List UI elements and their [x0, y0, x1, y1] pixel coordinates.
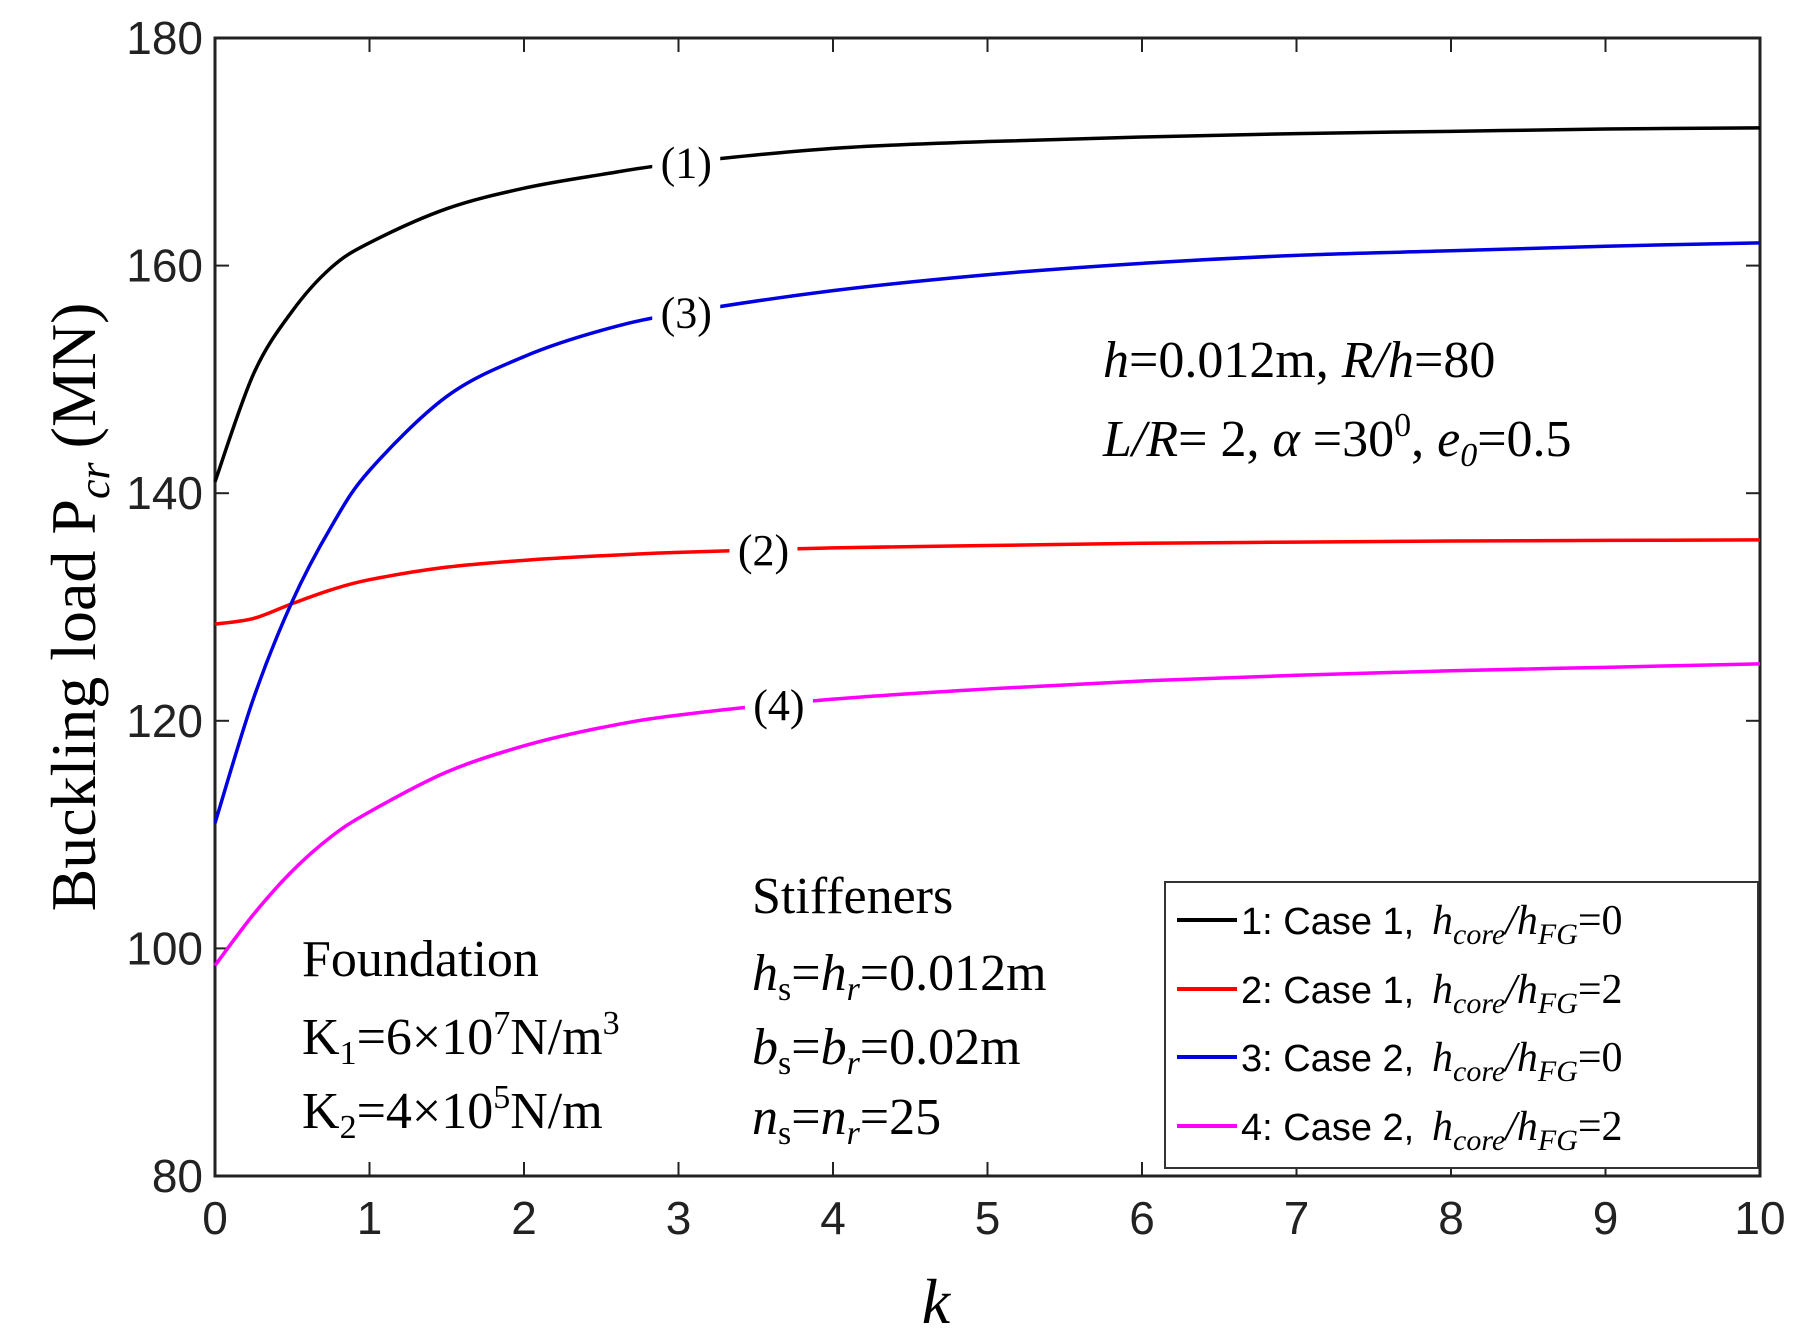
x-tick-label: 0 — [202, 1192, 228, 1244]
legend-ratio-3: hcore/hFG=0 — [1432, 1035, 1623, 1088]
series-line-1 — [213, 126, 1761, 483]
legend-ratio-4: hcore/hFG=2 — [1432, 1104, 1623, 1157]
y-tick-label: 80 — [152, 1150, 203, 1202]
foundation-k1: K1=6×107N/m3 — [302, 1005, 620, 1072]
y-tick-label: 120 — [126, 695, 203, 747]
legend-box — [1164, 881, 1759, 1169]
series-marker-bg-4 — [744, 678, 813, 725]
series-marker-3: (3) — [661, 288, 712, 337]
series-marker-bg-2 — [729, 523, 798, 570]
y-tick-label: 180 — [126, 12, 203, 64]
x-tick-label: 8 — [1438, 1192, 1464, 1244]
series-marker-2: (2) — [738, 526, 789, 575]
stiffeners-b: bs=br=0.02m — [752, 1019, 1021, 1082]
series-markers: (1) (2) (3) (4) — [652, 136, 813, 730]
foundation-k2: K2=4×105N/m — [302, 1079, 603, 1146]
tick-labels: 0 1 2 3 4 5 6 7 8 9 10 80 100 120 140 160 180 — [126, 12, 1785, 1244]
stiffeners-n: ns=nr=25 — [752, 1089, 941, 1152]
x-axis-label: k — [922, 1266, 952, 1337]
legend: 1: Case 1, hcore/hFG=0 2: Case 1, hcore/hFG… — [1164, 881, 1759, 1169]
series-marker-4: (4) — [753, 681, 804, 730]
y-axis-label: Buckling load Pcr(MN) — [38, 303, 119, 912]
y-tick-label: 140 — [126, 467, 203, 519]
x-tick-label: 3 — [666, 1192, 692, 1244]
params-line-1: h=0.012m, R/h=80 — [1103, 332, 1495, 389]
x-tick-label: 4 — [820, 1192, 846, 1244]
series-marker-bg-3 — [652, 286, 721, 333]
legend-label-1: 1: Case 1, — [1241, 901, 1414, 943]
x-tick-label: 5 — [975, 1192, 1001, 1244]
legend-ratio-1: hcore/hFG=0 — [1432, 898, 1623, 951]
y-tick-label: 160 — [126, 240, 203, 292]
x-tick-label: 2 — [511, 1192, 537, 1244]
legend-label-3: 3: Case 2, — [1241, 1038, 1414, 1080]
series-marker-1: (1) — [661, 138, 712, 187]
legend-label-2: 2: Case 1, — [1241, 970, 1414, 1012]
x-tick-label: 1 — [357, 1192, 383, 1244]
x-tick-label: 6 — [1129, 1192, 1155, 1244]
y-tick-label: 100 — [126, 922, 203, 974]
x-tick-label: 9 — [1593, 1192, 1619, 1244]
foundation-title: Foundation — [302, 931, 539, 988]
x-tick-label: 7 — [1284, 1192, 1310, 1244]
legend-ratio-2: hcore/hFG=2 — [1432, 967, 1623, 1020]
x-tick-label: 10 — [1734, 1192, 1785, 1244]
stiffeners-title: Stiffeners — [752, 868, 953, 925]
legend-label-4: 4: Case 2, — [1241, 1107, 1414, 1149]
params-line-2: L/R= 2, α =300, e0=0.5 — [1102, 407, 1572, 474]
stiffeners-h: hs=hr=0.012m — [752, 945, 1047, 1008]
series-marker-bg-1 — [652, 136, 721, 183]
